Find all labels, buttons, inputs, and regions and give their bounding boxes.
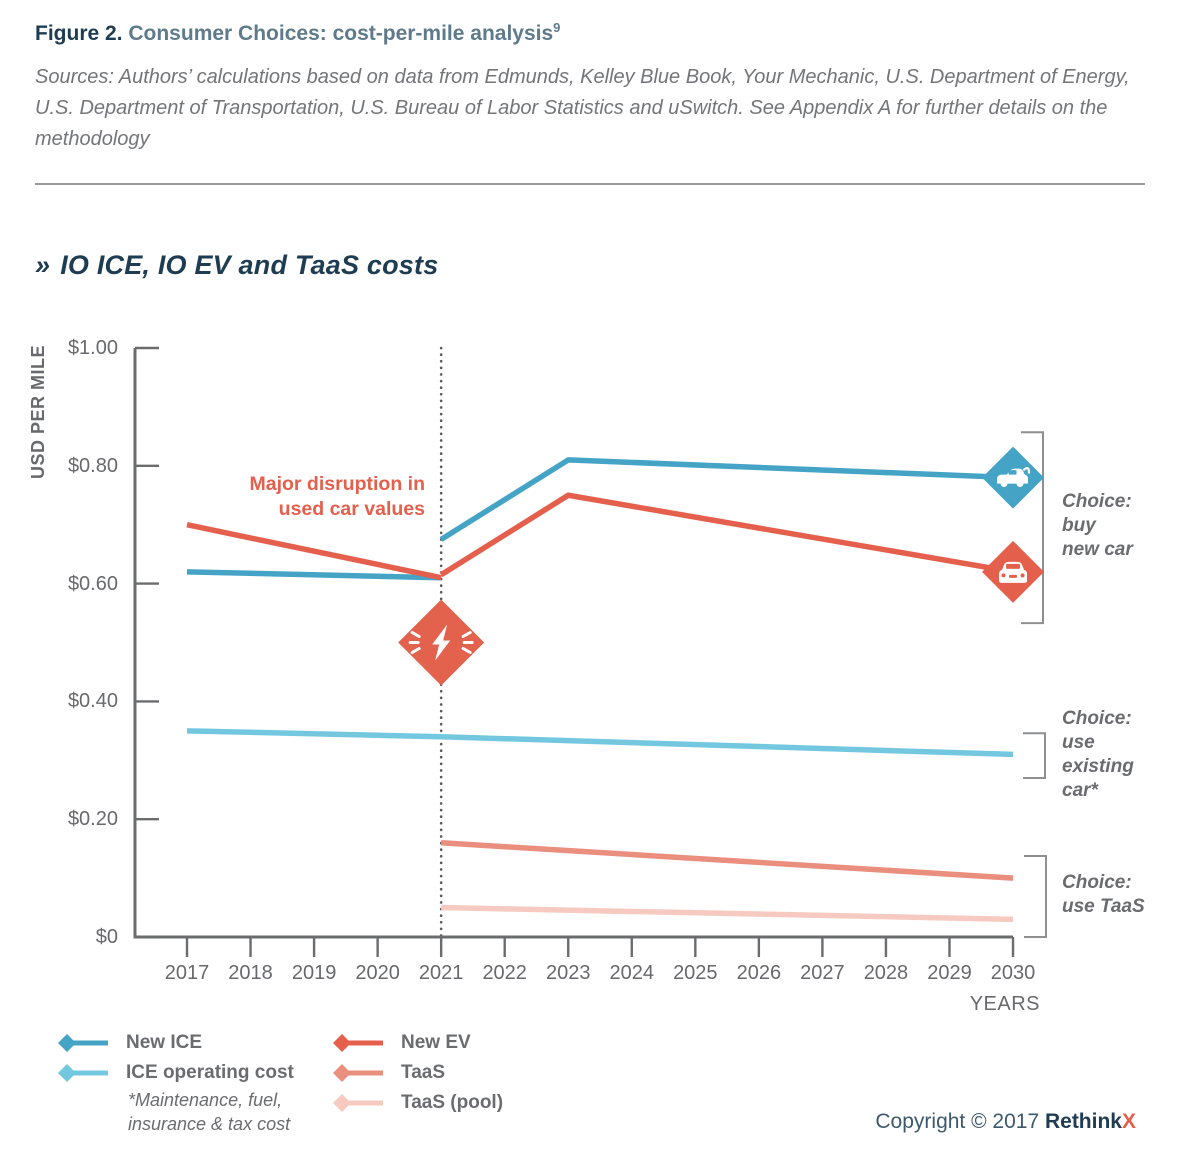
y-tick-label: $0.40: [67, 690, 118, 713]
brand-x: X: [1121, 1110, 1136, 1133]
x-tick-label: 2024: [609, 962, 655, 984]
series-new-ice: [439, 457, 1014, 542]
chart-heading-text: IO ICE, IO EV and TaaS costs: [60, 250, 439, 280]
legend-label: New ICE: [126, 1032, 203, 1053]
choice-use-taas-label: Choice: use TaaS: [1062, 872, 1145, 917]
x-tick-label: 2027: [800, 962, 845, 984]
brand-rethink: Rethink: [1044, 1110, 1122, 1133]
footnote-reference: 9: [553, 20, 561, 35]
legend-item-new-ev: New EV: [333, 1032, 471, 1054]
series-new-ice: [186, 569, 442, 581]
copyright-text: Copyright © 2017: [875, 1110, 1045, 1133]
ev-car-icon: [999, 561, 1028, 583]
ice-operating-marker-icon: [58, 1064, 110, 1082]
taas-marker-icon: [333, 1064, 385, 1082]
x-axis-title: YEARS: [969, 993, 1040, 1015]
x-tick-label: 2028: [863, 962, 909, 984]
choice-bracket: [1024, 855, 1047, 938]
legend-item-taas-pool: TaaS (pool): [333, 1092, 503, 1114]
x-tick-label: 2025: [673, 962, 718, 984]
choice-use-existing-car-label: Choice: use existing car*: [1062, 708, 1134, 801]
x-tick-label: 2021: [418, 962, 464, 984]
choice-buy-new-car-label: Choice: buy new car: [1062, 491, 1133, 560]
y-tick-label: $0.80: [67, 454, 118, 477]
legend-label: TaaS: [401, 1062, 446, 1083]
copyright: Copyright © 2017 RethinkX: [850, 1110, 1136, 1134]
taas-pool-marker-icon: [333, 1094, 385, 1112]
series-taas: [440, 840, 1014, 881]
series-new-ev: [186, 522, 442, 581]
divider: [35, 183, 1145, 185]
x-tick-label: 2030: [990, 962, 1036, 984]
disruption-annotation: Major disruption in used car values: [249, 473, 426, 520]
y-tick-label: $1.00: [67, 337, 118, 359]
ice-car-icon: [997, 467, 1031, 487]
figure-title-text: Consumer Choices: cost-per-mile analysis: [122, 22, 554, 45]
chevron-right-icon: »: [35, 250, 51, 280]
new-ice-marker-icon: [58, 1034, 110, 1052]
series-taas-pool-: [441, 904, 1014, 923]
lightning-icon: [408, 624, 474, 661]
legend-footnote: *Maintenance, fuel, insurance & tax cost: [128, 1090, 291, 1134]
choice-bracket: [1021, 431, 1044, 625]
series-ice-operating-cost: [186, 728, 1014, 758]
legend-label: TaaS (pool): [401, 1092, 504, 1113]
x-tick-label: 2018: [228, 962, 273, 984]
x-tick-label: 2017: [164, 962, 210, 984]
choice-bracket: [1023, 732, 1046, 779]
x-tick-label: 2023: [545, 962, 591, 984]
y-tick-label: $0: [95, 926, 118, 948]
legend-item-taas: TaaS: [333, 1062, 445, 1084]
x-tick-label: 2022: [482, 962, 527, 984]
figure-title: Figure 2. Consumer Choices: cost-per-mil…: [35, 20, 560, 46]
chart-heading: » IO ICE, IO EV and TaaS costs: [35, 250, 438, 281]
x-tick-label: 2019: [291, 962, 337, 984]
sources-note: Sources: Authors’ calculations based on …: [35, 66, 1130, 150]
series-new-ev: [439, 492, 1014, 578]
legend-label: New EV: [401, 1032, 471, 1053]
legend-item-new-ice: New ICE: [58, 1032, 202, 1054]
figure-label: Figure 2.: [35, 22, 123, 45]
new-ev-marker-icon: [333, 1034, 385, 1052]
x-tick-label: 2029: [927, 962, 972, 984]
legend-item-ice-operating-cost: ICE operating cost: [58, 1062, 294, 1084]
x-tick-label: 2026: [736, 962, 782, 984]
y-tick-label: $0.60: [67, 572, 118, 595]
x-tick-label: 2020: [355, 962, 400, 984]
y-tick-label: $0.20: [67, 808, 118, 831]
legend-label: ICE operating cost: [126, 1062, 294, 1083]
